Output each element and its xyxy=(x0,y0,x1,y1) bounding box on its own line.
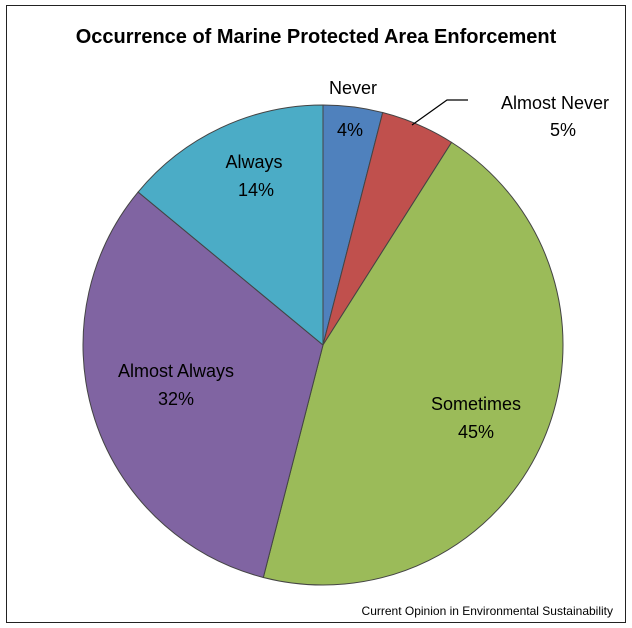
pie-slice-always xyxy=(137,104,324,347)
slice-label-never: Never xyxy=(329,78,377,98)
slice-label-almost-always: Almost Always xyxy=(118,361,234,381)
slice-label-almost-never: Almost Never xyxy=(501,93,609,113)
slice-percent-sometimes: 45% xyxy=(458,422,494,442)
slice-percent-almost-always: 32% xyxy=(158,389,194,409)
source-credit: Current Opinion in Environmental Sustain… xyxy=(361,604,613,618)
chart-title: Occurrence of Marine Protected Area Enfo… xyxy=(75,26,557,48)
pie-slice-sometimes xyxy=(262,141,564,586)
leader-line-almost-never xyxy=(411,99,468,126)
slice-percent-never: 4% xyxy=(337,120,363,140)
slice-label-sometimes: Sometimes xyxy=(431,394,521,414)
slice-label-always: Always xyxy=(225,152,282,172)
slice-percent-almost-never: 5% xyxy=(550,120,576,140)
slice-percent-always: 14% xyxy=(238,180,274,200)
pie-slice-almost-always xyxy=(82,191,324,579)
